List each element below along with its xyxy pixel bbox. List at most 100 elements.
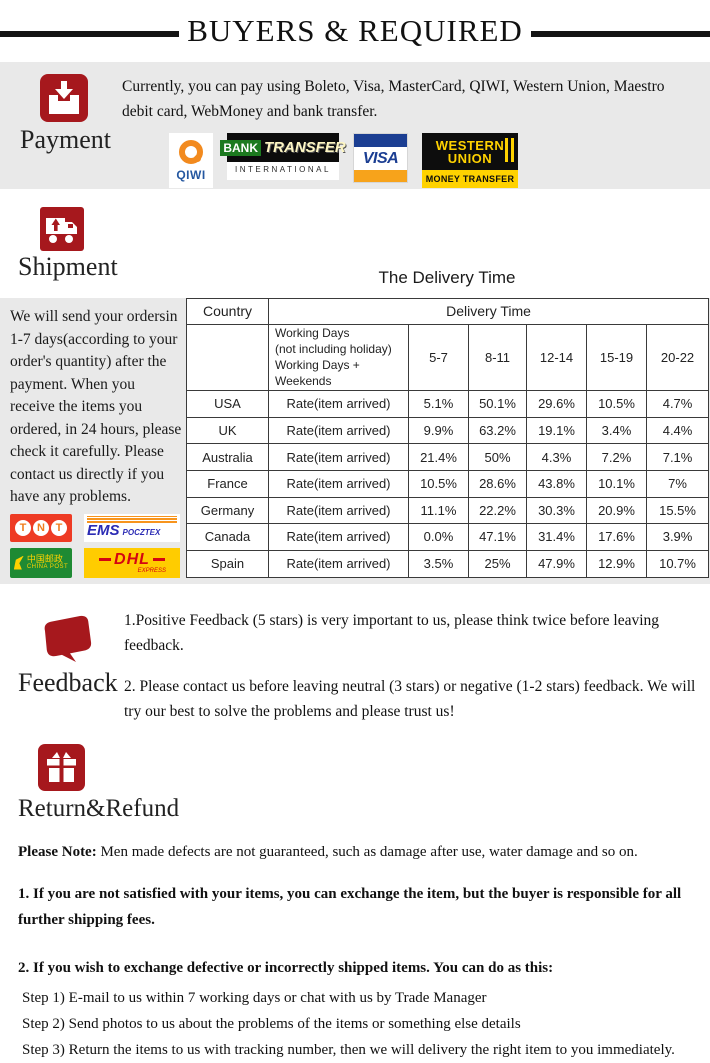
western-union-logo-top: WESTERN UNION: [422, 133, 518, 170]
working-days-line: (not including holiday): [275, 342, 392, 357]
ems-pocztex-logo: EMS POCZTEX: [84, 513, 180, 542]
rate-value-cell: 10.1%: [586, 469, 647, 498]
dhl-dash: [99, 558, 112, 561]
rate-value-cell: 19.1%: [526, 416, 587, 445]
delivery-table-row: UK Rate(item arrived) 9.9% 63.2% 19.1% 3…: [186, 416, 710, 445]
rate-value-cell: 20.9%: [586, 496, 647, 525]
payment-description: Currently, you can pay using Boleto, Vis…: [122, 78, 665, 120]
visa-logo-text: VISA: [362, 149, 399, 167]
return-steps: Step 1) E-mail to us within 7 working da…: [18, 985, 692, 1063]
table-header-row: Country Delivery Time: [186, 298, 710, 325]
delivery-table-body: Country Delivery Time Working Days (not …: [186, 298, 710, 578]
delivery-table-row: Canada Rate(item arrived) 0.0% 47.1% 31.…: [186, 523, 710, 551]
return-refund-label: Return&Refund: [18, 794, 180, 822]
country-cell: France: [186, 469, 269, 498]
return-step-3: Step 3) Return the items to us with trac…: [22, 1041, 675, 1058]
western-union-sub: MONEY TRANSFER: [425, 174, 515, 184]
rate-value-cell: 4.4%: [645, 416, 710, 445]
tnt-logo: T N T: [10, 513, 72, 542]
rate-value-cell: 7.2%: [586, 443, 647, 471]
tnt-letter: N: [33, 519, 49, 536]
pocztex-logo-text: POCZTEX: [122, 527, 161, 537]
rate-label-cell: Rate(item arrived): [268, 496, 409, 525]
bank-transfer-logo-top: BANK TRANSFER: [220, 133, 346, 162]
delivery-time-header-cell: Delivery Time: [267, 298, 710, 325]
western-union-logo: WESTERN UNION MONEY TRANSFER: [422, 133, 518, 188]
rate-value-cell: 12.9%: [586, 549, 647, 578]
rate-value-cell: 29.6%: [526, 390, 587, 418]
rate-value-cell: 21.4%: [408, 443, 469, 471]
payment-section-left: Payment: [0, 62, 122, 189]
visa-logo: VISA: [353, 133, 408, 183]
rate-label-cell: Rate(item arrived): [268, 523, 409, 551]
feedback-point-1: 1.Positive Feedback (5 stars) is very im…: [124, 611, 660, 654]
shipment-label: Shipment: [18, 252, 118, 281]
rate-label-cell: Rate(item arrived): [268, 469, 409, 498]
qiwi-logo-text: QIWI: [176, 167, 206, 182]
ems-row: EMS POCZTEX: [87, 521, 177, 539]
visa-logo-bottom-band: [354, 170, 407, 182]
range-cell: 20-22: [645, 323, 710, 392]
china-post-en: CHINA POST: [26, 564, 69, 570]
working-days-line: Working Days: [275, 326, 350, 341]
dhl-express-text: EXPRESS: [137, 567, 166, 574]
dhl-dash: [152, 558, 165, 561]
china-post-text: 中国邮政 CHINA POST: [27, 554, 68, 571]
payment-label: Payment: [20, 125, 111, 154]
rate-value-cell: 11.1%: [408, 496, 469, 525]
page-header: BUYERS & REQUIRED: [0, 0, 710, 62]
country-cell: UK: [186, 416, 269, 445]
rate-value-cell: 3.4%: [586, 416, 647, 445]
bank-transfer-sub: INTERNATIONAL: [235, 165, 331, 174]
rate-value-cell: 43.8%: [526, 469, 587, 498]
rate-value-cell: 10.5%: [408, 469, 469, 498]
western-union-words: WESTERN UNION: [436, 139, 505, 165]
visa-logo-mid: VISA: [354, 147, 407, 170]
rate-value-cell: 7%: [645, 469, 710, 498]
rate-value-cell: 22.2%: [468, 496, 527, 525]
rate-value-cell: 4.3%: [526, 443, 587, 471]
rate-value-cell: 50.1%: [468, 390, 527, 418]
table-subheader-row: Working Days (not including holiday) Wor…: [186, 323, 710, 392]
rate-value-cell: 5.1%: [408, 390, 469, 418]
rate-value-cell: 47.1%: [468, 523, 527, 551]
rate-value-cell: 63.2%: [468, 416, 527, 445]
feedback-point-2: 2. Please contact us before leaving neut…: [124, 677, 696, 720]
section-gap: [0, 189, 710, 201]
return-note-label: Please Note:: [18, 843, 97, 860]
western-union-bars: [505, 138, 514, 162]
rate-value-cell: 3.5%: [408, 549, 469, 578]
return-note-text: Men made defects are not guaranteed, suc…: [96, 843, 638, 860]
rate-value-cell: 28.6%: [468, 469, 527, 498]
ems-logo-text: EMS: [87, 521, 120, 539]
feedback-icon: [44, 615, 92, 662]
bank-transfer-logo: BANK TRANSFER INTERNATIONAL: [220, 133, 346, 180]
country-cell: Germany: [186, 496, 269, 525]
rate-value-cell: 25%: [468, 549, 527, 578]
rate-value-cell: 7.1%: [645, 443, 710, 471]
return-point-2: 2. If you wish to exchange defective or …: [18, 959, 554, 976]
china-post-logo: 中国邮政 CHINA POST: [10, 547, 72, 578]
header-rule-right: [530, 31, 710, 37]
country-cell: Australia: [186, 443, 269, 471]
country-cell: Canada: [186, 523, 269, 551]
shipment-note: We will send your ordersin 1-7 days(acco…: [10, 308, 182, 505]
working-days-line: Working Days + Weekends: [275, 358, 360, 389]
rate-label-cell: Rate(item arrived): [268, 549, 409, 578]
china-post-emblem-icon: [13, 555, 24, 570]
return-note: Please Note: Men made defects are not gu…: [18, 839, 692, 865]
delivery-table-row: Spain Rate(item arrived) 3.5% 25% 47.9% …: [186, 549, 710, 578]
range-cell: 15-19: [586, 323, 647, 392]
rate-label-cell: Rate(item arrived): [268, 443, 409, 471]
rate-value-cell: 4.7%: [645, 390, 710, 418]
delivery-time-table: Country Delivery Time Working Days (not …: [186, 298, 710, 578]
tnt-letter: T: [51, 519, 67, 536]
rate-value-cell: 30.3%: [526, 496, 587, 525]
delivery-table-row: Australia Rate(item arrived) 21.4% 50% 4…: [186, 443, 710, 471]
shipment-section-body: We will send your ordersin 1-7 days(acco…: [0, 298, 710, 584]
feedback-section-right: 1.Positive Feedback (5 stars) is very im…: [124, 596, 710, 724]
tnt-letter: T: [15, 519, 31, 536]
dhl-logo-text: DHL: [114, 550, 150, 568]
shipment-icon: [40, 207, 84, 251]
